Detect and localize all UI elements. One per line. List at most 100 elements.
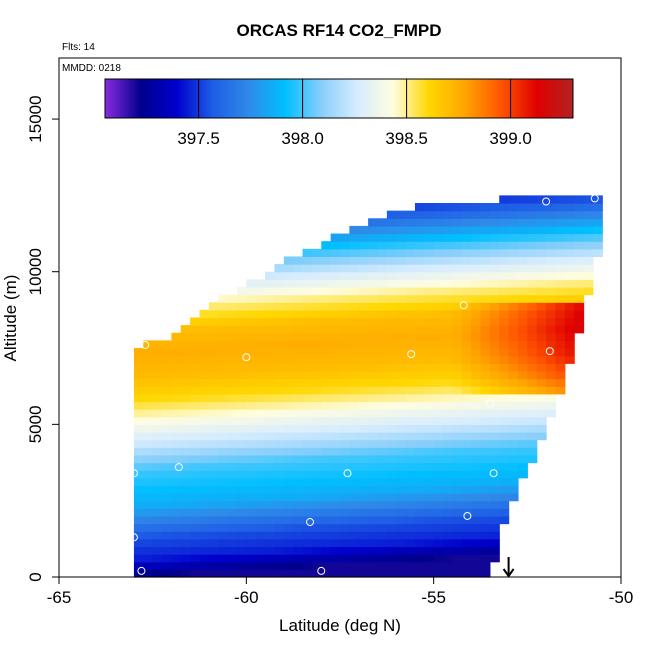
heatmap-cell (311, 538, 322, 548)
heatmap-cell (330, 493, 341, 502)
heatmap-cell (461, 363, 472, 372)
heatmap-cell (546, 378, 557, 387)
heatmap-cell (143, 500, 154, 509)
heatmap-cell (443, 447, 453, 456)
heatmap-cell (246, 546, 257, 555)
heatmap-cell (461, 424, 472, 433)
heatmap-cell (311, 248, 322, 258)
heatmap-cell (471, 561, 482, 570)
heatmap-cell (368, 485, 379, 494)
heatmap-cell (499, 348, 510, 357)
heatmap-cell (452, 447, 463, 456)
heatmap-cell (293, 470, 304, 479)
heatmap-cell (358, 340, 369, 349)
heatmap-cell (517, 431, 528, 441)
heatmap-cell (152, 401, 163, 410)
heatmap-cell (414, 554, 425, 563)
heatmap-cell (180, 424, 191, 433)
heatmap-cell (508, 225, 519, 235)
heatmap-cell (199, 340, 210, 349)
heatmap-cell (302, 325, 313, 334)
heatmap-cell (171, 554, 182, 563)
heatmap-cell (227, 477, 238, 487)
heatmap-cell (583, 256, 594, 265)
heatmap-cell (133, 424, 144, 433)
heatmap-cell (340, 286, 350, 296)
heatmap-cell (293, 500, 304, 509)
heatmap-cell (358, 233, 369, 242)
heatmap-cell (414, 424, 425, 433)
heatmap-cell (424, 439, 435, 448)
heatmap-cell (152, 393, 163, 403)
heatmap-cell (293, 348, 304, 357)
heatmap-cell (236, 325, 247, 334)
heatmap-cell (330, 515, 341, 525)
heatmap-cell (283, 279, 294, 288)
heatmap-cell (340, 569, 350, 578)
heatmap-cell (386, 523, 397, 532)
heatmap-cell (274, 531, 285, 540)
heatmap-cell (152, 431, 163, 441)
heatmap-cell (424, 378, 435, 387)
heatmap-cell (592, 218, 603, 227)
heatmap-cell (564, 340, 575, 349)
heatmap-cell (311, 515, 322, 525)
heatmap-cell (330, 531, 341, 540)
heatmap-cell (574, 195, 585, 204)
heatmap-cell (190, 378, 201, 387)
heatmap-cell (433, 500, 444, 509)
heatmap-cell (274, 439, 285, 448)
heatmap-cell (443, 386, 453, 395)
sample-point (542, 197, 551, 206)
heatmap-cell (199, 454, 210, 464)
heatmap-cell (424, 302, 435, 311)
heatmap-cell (536, 279, 547, 288)
heatmap-cell (330, 386, 341, 395)
heatmap-cell (386, 241, 397, 250)
heatmap-cell (527, 241, 538, 250)
heatmap-cell (190, 401, 201, 410)
heatmap-cell (414, 508, 425, 517)
heatmap-cell (133, 515, 144, 525)
heatmap-cell (311, 569, 322, 578)
heatmap-cell (265, 485, 276, 494)
heatmap-cell (162, 340, 172, 349)
heatmap-cell (133, 508, 144, 517)
heatmap-cell (208, 424, 219, 433)
heatmap-cell (143, 477, 154, 487)
heatmap-cell (236, 286, 247, 296)
heatmap-cell (218, 340, 229, 349)
heatmap-cell (405, 264, 416, 273)
heatmap-cell (424, 355, 435, 364)
heatmap-cell (311, 256, 322, 265)
heatmap-cell (508, 416, 519, 425)
heatmap-cell (424, 294, 435, 303)
heatmap-cell (471, 439, 482, 448)
heatmap-cell (283, 256, 294, 265)
heatmap-cell (405, 332, 416, 341)
heatmap-cell (368, 493, 379, 502)
heatmap-cell (527, 302, 538, 311)
heatmap-cell (349, 264, 360, 273)
heatmap-cell (555, 256, 566, 265)
heatmap-cell (527, 210, 538, 219)
heatmap-cell (293, 454, 304, 464)
heatmap-cell (162, 439, 172, 448)
heatmap-cell (246, 294, 257, 303)
heatmap-cell (443, 515, 453, 525)
heatmap-cell (208, 317, 219, 326)
heatmap-cell (508, 409, 519, 418)
heatmap-cell (443, 508, 453, 517)
heatmap-cell (480, 508, 491, 517)
heatmap-cell (321, 462, 332, 471)
heatmap-cell (321, 256, 332, 265)
heatmap-cell (340, 493, 350, 502)
heatmap-cell (133, 546, 144, 555)
heatmap-cell (499, 355, 510, 364)
heatmap-cell (424, 477, 435, 487)
heatmap-cell (162, 447, 172, 456)
heatmap-cell (358, 302, 369, 311)
heatmap-cell (517, 256, 528, 265)
heatmap-cell (255, 332, 266, 341)
heatmap-cell (443, 210, 453, 219)
